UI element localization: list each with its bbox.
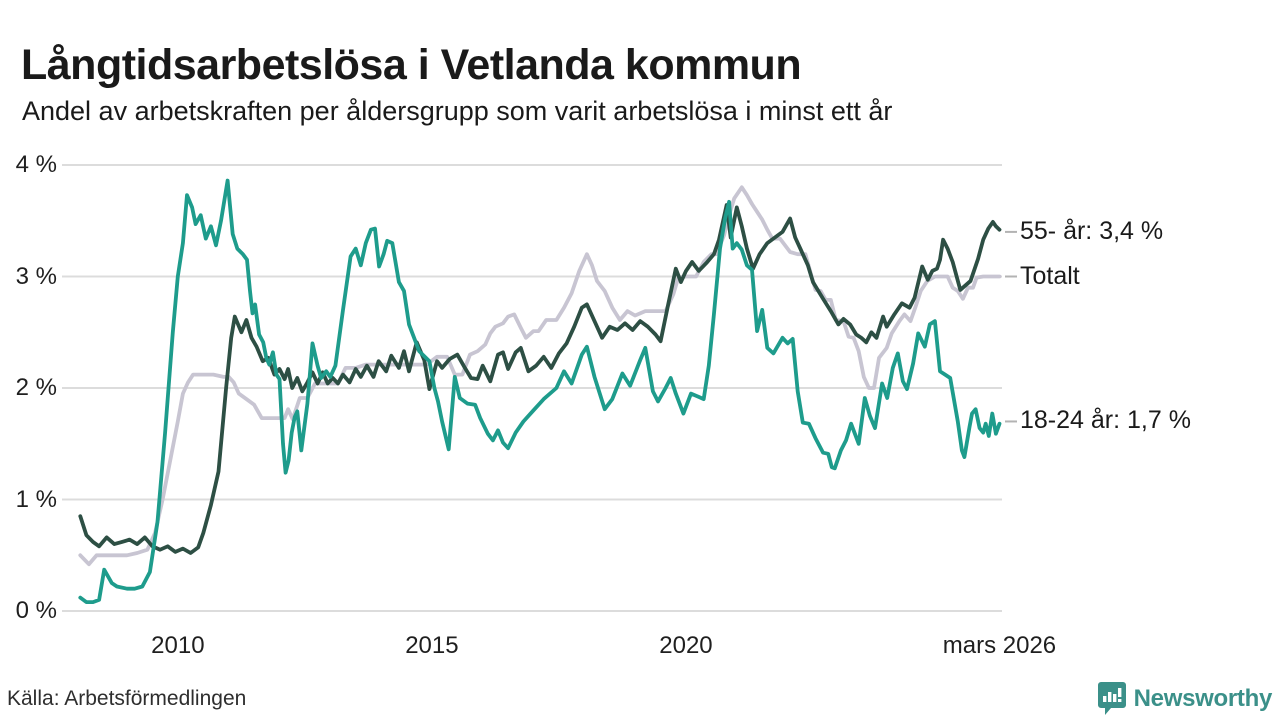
series-line-55-r [78,203,1002,555]
series-end-label: Totalt [1020,261,1080,290]
series-line-Totalt [78,185,1002,567]
bar-chart-speech-bubble-icon [1097,682,1126,715]
x-tick-label: mars 2026 [942,632,1057,659]
series-end-label: 55- år: 3,4 % [1020,216,1164,245]
source-note: Källa: Arbetsförmedlingen [7,687,247,710]
newsworthy-brand: Newsworthy [1097,681,1272,716]
brand-name: Newsworthy [1133,684,1273,712]
y-tick-label: 1 % [15,485,57,513]
y-tick-label: 2 % [15,374,57,401]
page-subtitle: Andel av arbetskraften per åldersgrupp s… [22,96,893,126]
x-tick-label: 2010 [151,632,205,659]
y-tick-label: 4 % [15,151,57,178]
page-title: Långtidsarbetslösa i Vetlanda kommun [21,40,802,89]
series-line-18-24-r [78,178,1002,604]
series-end-label: 18-24 år: 1,7 % [1020,406,1191,435]
x-tick-label: 2015 [405,632,459,659]
y-tick-label: 3 % [15,262,57,290]
x-tick-label: 2020 [659,632,713,659]
y-tick-label: 0 % [15,597,57,624]
